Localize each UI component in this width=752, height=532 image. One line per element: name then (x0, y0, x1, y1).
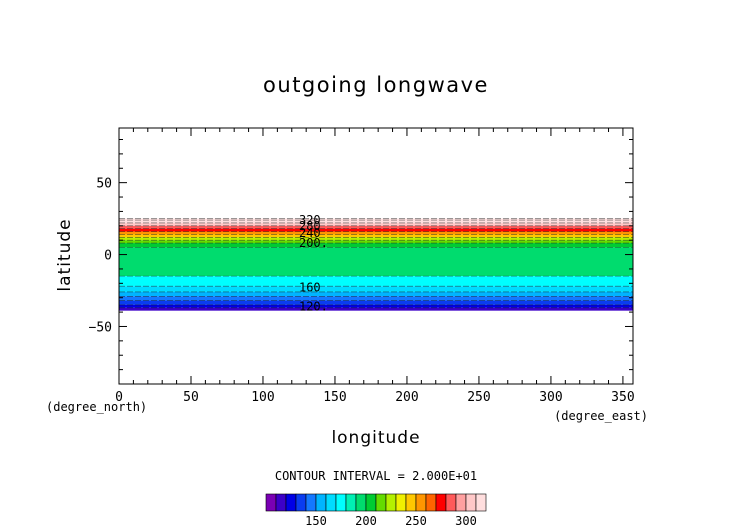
colorbar-cell (275, 493, 287, 512)
x-tick-label: 250 (467, 390, 490, 405)
x-unit-label: (degree_east) (554, 409, 648, 423)
colorbar-tick-label: 150 (305, 514, 327, 528)
x-tick-label: 50 (183, 390, 199, 405)
x-tick-label: 300 (539, 390, 562, 405)
y-tick-label: 50 (96, 177, 112, 192)
lat-band (119, 247, 633, 277)
lat-band (119, 296, 633, 301)
lat-band (119, 228, 633, 232)
contour-label: 120. (299, 299, 328, 313)
lat-band (119, 222, 633, 226)
lat-band (119, 286, 633, 292)
contour-label: 160 (299, 281, 321, 295)
heatmap-bands (119, 218, 633, 311)
colorbar-cell (385, 493, 397, 512)
contour-label: 200. (299, 236, 328, 250)
colorbar-cell (405, 493, 417, 512)
lat-band (119, 220, 633, 223)
x-axis-title: longitude (331, 428, 420, 448)
contour-label: 320 (299, 213, 321, 227)
colorbar-cell (285, 493, 297, 512)
plot-frame (118, 127, 634, 385)
x-tick-label: 350 (611, 390, 634, 405)
colorbar-cell (305, 493, 317, 512)
x-tick-label: 0 (115, 390, 123, 405)
colorbar-cell (465, 493, 477, 512)
colorbar-cell (435, 493, 447, 512)
colorbar-cell (375, 493, 387, 512)
lat-band (119, 234, 633, 238)
colorbar-cell (345, 493, 357, 512)
lat-band (119, 276, 633, 287)
lat-band (119, 291, 633, 297)
lat-band (119, 307, 633, 311)
x-tick-label: 150 (323, 390, 346, 405)
colorbar-cell (315, 493, 327, 512)
lat-band (119, 300, 633, 305)
y-tick-label: −50 (89, 320, 112, 335)
colorbar-cell (355, 493, 367, 512)
lat-band (119, 237, 633, 241)
y-unit-label: (degree_north) (46, 400, 147, 414)
x-axis: 0 50 100 150 200 250 300 350 (115, 128, 635, 405)
contour-label: 240 (299, 226, 321, 240)
lat-band (119, 218, 633, 221)
colorbar-cell (265, 493, 277, 512)
contour-label: 280 (299, 219, 321, 233)
colorbar-cell (475, 493, 487, 512)
lat-band (119, 231, 633, 235)
y-axis-title: latitude (55, 218, 75, 291)
colorbar-cell (455, 493, 467, 512)
chart-title: outgoing longwave (263, 73, 489, 97)
colorbar-cell (295, 493, 307, 512)
lat-band (119, 240, 633, 244)
colorbar-cell (415, 493, 427, 512)
colorbar-cell (425, 493, 437, 512)
colorbar-tick-label: 300 (455, 514, 477, 528)
colorbar-cell (445, 493, 457, 512)
lat-band (119, 304, 633, 308)
colorbar-cell (335, 493, 347, 512)
colorbar-tick-label: 250 (405, 514, 427, 528)
colorbar: 150 200 250 300 (265, 493, 487, 528)
x-tick-label: 100 (251, 390, 274, 405)
lat-band (119, 243, 633, 248)
colorbar-cell (365, 493, 377, 512)
colorbar-cell (325, 493, 337, 512)
plot-border (118, 127, 634, 385)
contour-interval-text: CONTOUR INTERVAL = 2.000E+01 (275, 469, 477, 483)
colorbar-tick-label: 200 (355, 514, 377, 528)
y-axis: −50 0 50 (89, 139, 633, 371)
colorbar-cell (395, 493, 407, 512)
lat-band (119, 225, 633, 229)
y-tick-label: 0 (104, 249, 112, 264)
x-tick-label: 200 (395, 390, 418, 405)
